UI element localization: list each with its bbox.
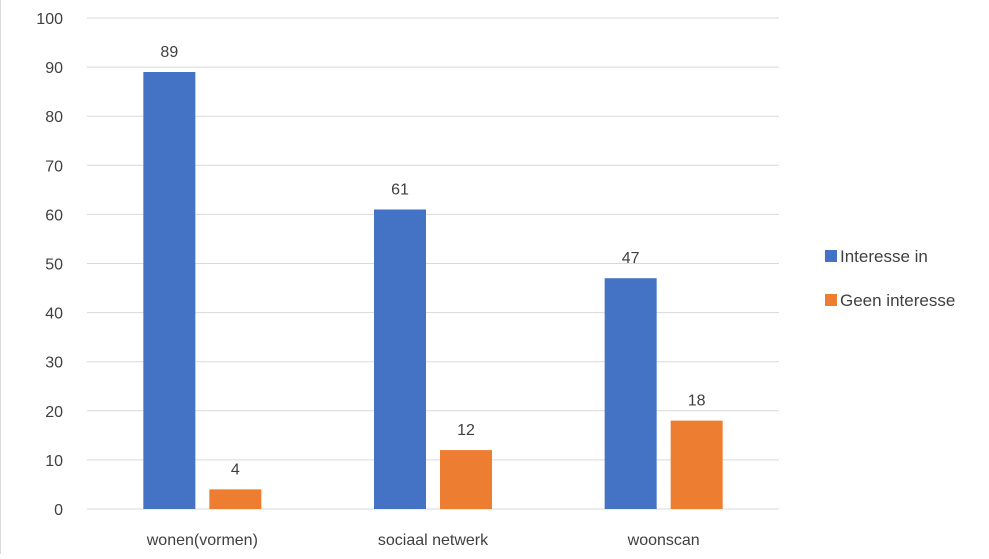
- bar: [209, 489, 262, 509]
- bar: [604, 278, 657, 509]
- bars: [143, 72, 723, 510]
- bar: [143, 72, 196, 509]
- data-label: 89: [160, 44, 178, 61]
- y-tick-label: 0: [54, 502, 63, 519]
- y-tick-label: 40: [45, 306, 63, 323]
- legend: Interesse in Geen interesse: [825, 247, 955, 310]
- data-label: 18: [688, 393, 706, 410]
- legend-label: Interesse in: [840, 247, 928, 266]
- y-tick-label: 20: [45, 404, 63, 421]
- data-label: 12: [457, 422, 475, 439]
- x-tick-label: woonscan: [627, 532, 700, 549]
- bar: [670, 420, 723, 509]
- y-tick-label: 50: [45, 257, 63, 274]
- bar: [374, 209, 426, 510]
- data-label: 4: [231, 461, 240, 478]
- x-axis-ticks: wonen(vormen) sociaal netwerk woonscan: [146, 532, 700, 549]
- legend-swatch: [825, 294, 837, 306]
- data-label: 61: [391, 181, 409, 198]
- gridlines: [87, 17, 779, 510]
- legend-swatch: [825, 250, 837, 262]
- y-tick-label: 30: [45, 355, 63, 372]
- bar: [440, 450, 492, 509]
- data-label: 47: [622, 250, 640, 267]
- data-labels: 89 4 61 12 47 18: [160, 44, 705, 478]
- y-axis-ticks: 0 10 20 30 40 50 60 70 80 90 100: [36, 11, 63, 519]
- x-tick-label: wonen(vormen): [146, 532, 258, 549]
- y-tick-label: 70: [45, 158, 63, 175]
- y-tick-label: 90: [45, 60, 63, 77]
- y-tick-label: 10: [45, 453, 63, 470]
- legend-label: Geen interesse: [840, 291, 955, 310]
- y-tick-label: 60: [45, 207, 63, 224]
- y-tick-label: 100: [36, 11, 63, 28]
- x-tick-label: sociaal netwerk: [378, 532, 489, 549]
- y-tick-label: 80: [45, 109, 63, 126]
